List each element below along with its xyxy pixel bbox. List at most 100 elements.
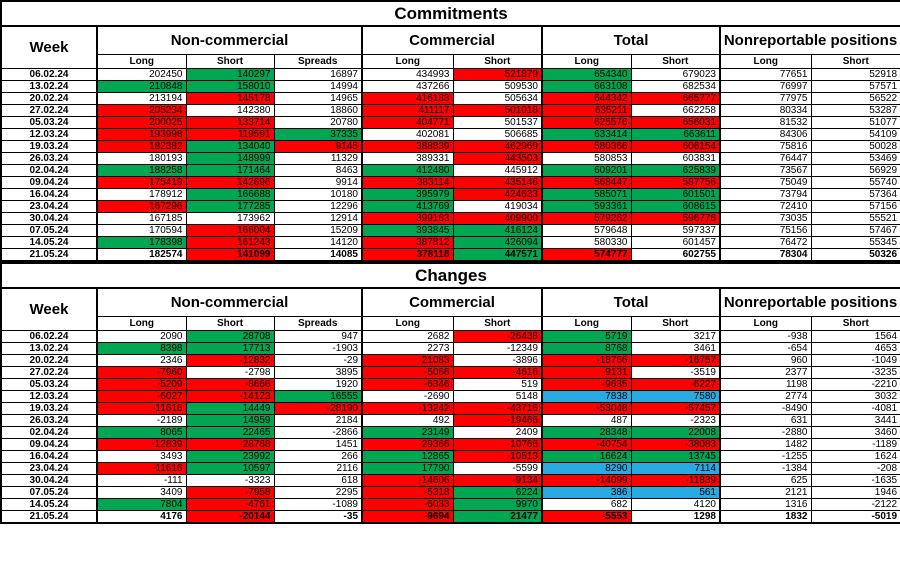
value-cell: 519 <box>452 378 543 391</box>
week-cell: 30.04.24 <box>0 474 98 487</box>
value-cell: 606154 <box>630 140 721 153</box>
value-cell: 72410 <box>719 200 812 213</box>
table-row: 02.04.24 188258 171464 8463 412480 445912 6092… <box>0 164 900 177</box>
value-cell: 9145 <box>273 140 363 153</box>
value-cell: 682 <box>541 498 632 511</box>
value-cell: -1189 <box>810 438 900 451</box>
value-cell: -9635 <box>541 378 632 391</box>
value-cell: -2690 <box>361 390 454 403</box>
value-cell: 561 <box>630 486 721 499</box>
value-cell: 580853 <box>541 152 632 165</box>
table-row: 14.05.24 178398 161243 14120 387812 426094 580… <box>0 236 900 249</box>
value-cell: -5019 <box>810 510 900 524</box>
value-cell: 416124 <box>452 224 543 237</box>
column-header: Long <box>719 54 812 69</box>
value-cell: 2090 <box>96 330 187 343</box>
value-cell: 205234 <box>96 104 187 117</box>
value-cell: 202450 <box>96 68 187 81</box>
value-cell: 182382 <box>96 140 187 153</box>
value-cell: 14959 <box>185 414 275 427</box>
value-cell: 178398 <box>96 236 187 249</box>
group-header: Nonreportable positions <box>718 287 900 317</box>
value-cell: 175419 <box>96 176 187 189</box>
table-row: 14.05.24 7804 -4761 -1089 -6033 9970 682 4120 13… <box>0 498 900 511</box>
table-row: 19.03.24 182382 134040 9145 388839 462969 5803… <box>0 140 900 153</box>
value-cell: 387812 <box>361 236 454 249</box>
value-cell: 7580 <box>630 390 721 403</box>
value-cell: 393845 <box>361 224 454 237</box>
value-cell: 2409 <box>452 426 543 439</box>
value-cell: 75049 <box>719 176 812 189</box>
value-cell: -10513 <box>452 450 543 463</box>
week-cell: 19.03.24 <box>0 140 98 153</box>
value-cell: 568447 <box>541 176 632 189</box>
value-cell: -12839 <box>96 438 187 451</box>
column-header: Long <box>96 316 187 331</box>
value-cell: 574777 <box>541 248 632 262</box>
value-cell: -9694 <box>361 510 454 524</box>
table-row: 06.02.24 202450 140297 16897 434993 521879 654… <box>0 68 900 81</box>
value-cell: 5719 <box>541 330 632 343</box>
value-cell: 2346 <box>96 354 187 367</box>
table-row: 21.05.24 182574 141099 14085 378118 447571 574… <box>0 248 900 262</box>
value-cell: 608615 <box>630 200 721 213</box>
value-cell: 16897 <box>273 68 363 81</box>
week-cell: 05.03.24 <box>0 378 98 391</box>
value-cell: 960 <box>719 354 812 367</box>
value-cell: 167296 <box>96 200 187 213</box>
value-cell: 501018 <box>452 104 543 117</box>
table-row: 09.04.24 175419 142696 9914 383114 435146 5684… <box>0 176 900 189</box>
value-cell: -9134 <box>452 474 543 487</box>
value-cell: 140297 <box>185 68 275 81</box>
value-cell: 2273 <box>361 342 454 355</box>
value-cell: -3519 <box>630 366 721 379</box>
value-cell: 435146 <box>452 176 543 189</box>
week-cell: 09.04.24 <box>0 176 98 189</box>
value-cell: 12296 <box>273 200 363 213</box>
value-cell: -2122 <box>810 498 900 511</box>
value-cell: -10766 <box>452 438 543 451</box>
table-row: 05.03.24 200025 133714 20780 404771 501537 625… <box>0 116 900 129</box>
value-cell: -938 <box>719 330 812 343</box>
value-cell: 625576 <box>541 116 632 129</box>
value-cell: 12914 <box>273 212 363 225</box>
value-cell: 679023 <box>630 68 721 81</box>
week-cell: 27.02.24 <box>0 366 98 379</box>
value-cell: 73567 <box>719 164 812 177</box>
week-column-header: Week <box>0 25 98 69</box>
table-row: 20.02.24 2346 -12832 -29 -21083 -3896 -18766 -1… <box>0 354 900 367</box>
value-cell: -8666 <box>185 378 275 391</box>
value-cell: -5066 <box>361 366 454 379</box>
week-cell: 02.04.24 <box>0 426 98 439</box>
value-cell: 1316 <box>719 498 812 511</box>
value-cell: -43716 <box>452 402 543 415</box>
table-row: 23.04.24 167296 177285 12296 413769 419034 593… <box>0 200 900 213</box>
value-cell: 378118 <box>361 248 454 262</box>
value-cell: -5599 <box>452 462 543 475</box>
value-cell: 437266 <box>361 80 454 93</box>
value-cell: 166004 <box>185 224 275 237</box>
value-cell: 593361 <box>541 200 632 213</box>
value-cell: 50326 <box>810 248 900 262</box>
value-cell: -6027 <box>96 390 187 403</box>
column-header: Long <box>541 316 632 331</box>
value-cell: 193998 <box>96 128 187 141</box>
value-cell: 4120 <box>630 498 721 511</box>
value-cell: 8398 <box>96 342 187 355</box>
week-cell: 27.02.24 <box>0 104 98 117</box>
value-cell: 55740 <box>810 176 900 189</box>
value-cell: -7958 <box>185 486 275 499</box>
value-cell: 56522 <box>810 92 900 105</box>
value-cell: 601457 <box>630 236 721 249</box>
table-row: 05.03.24 -5209 -8666 1920 -6346 519 -9635 -6227… <box>0 378 900 391</box>
value-cell: -1255 <box>719 450 812 463</box>
column-header: Short <box>630 316 721 331</box>
value-cell: 76997 <box>719 80 812 93</box>
value-cell: 14120 <box>273 236 363 249</box>
value-cell: 426094 <box>452 236 543 249</box>
group-header: Total <box>541 287 721 317</box>
column-header: Long <box>361 316 454 331</box>
value-cell: 603831 <box>630 152 721 165</box>
value-cell: 409900 <box>452 212 543 225</box>
